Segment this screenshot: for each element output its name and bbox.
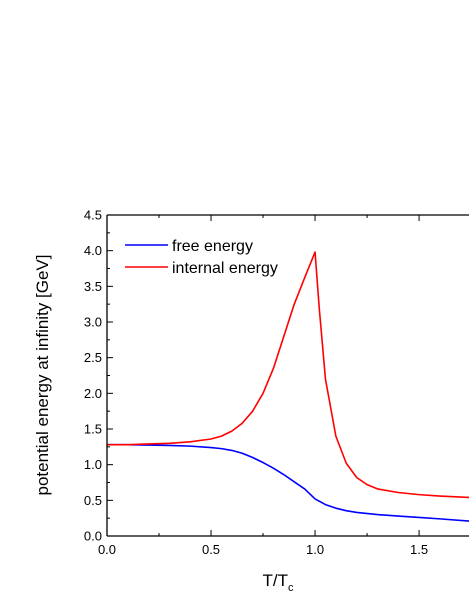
x-axis-label: T/Tc bbox=[263, 571, 295, 594]
series-line-free-energy bbox=[107, 443, 469, 522]
x-tick-label: 1.0 bbox=[306, 542, 324, 557]
series-lines bbox=[107, 251, 469, 522]
legend: free energy internal energy bbox=[125, 238, 278, 277]
axes bbox=[106, 214, 469, 537]
y-tick-label: 0.0 bbox=[84, 529, 102, 544]
legend-label-free-energy: free energy bbox=[172, 238, 253, 255]
y-tick-label: 4.5 bbox=[84, 208, 102, 223]
y-tick-label: 0.5 bbox=[84, 493, 102, 508]
x-tick-label: 0.5 bbox=[202, 542, 220, 557]
y-tick-label: 2.5 bbox=[84, 350, 102, 365]
y-tick-label: 3.0 bbox=[84, 315, 102, 330]
y-tick-label: 1.0 bbox=[84, 457, 102, 472]
y-tick-label: 3.5 bbox=[84, 279, 102, 294]
x-tick-label: 0.0 bbox=[98, 542, 116, 557]
x-axis-label-subscript: c bbox=[288, 582, 294, 594]
legend-label-internal-energy: internal energy bbox=[172, 260, 278, 277]
y-tick-label: 1.5 bbox=[84, 422, 102, 437]
y-tick-label: 2.0 bbox=[84, 386, 102, 401]
ticks: 0.0 0.5 1.0 1.5 2.0 2.5 3.0 3.5 4.0 4.5 0.0 0.5 1.0 1… bbox=[84, 208, 428, 558]
x-tick-label: 1.5 bbox=[410, 542, 428, 557]
series-line-internal-energy bbox=[107, 251, 469, 499]
x-axis-label-main: T/T bbox=[263, 571, 289, 590]
y-axis-label: potential energy at infinity [GeV] bbox=[33, 255, 52, 496]
y-tick-label: 4.0 bbox=[84, 243, 102, 258]
